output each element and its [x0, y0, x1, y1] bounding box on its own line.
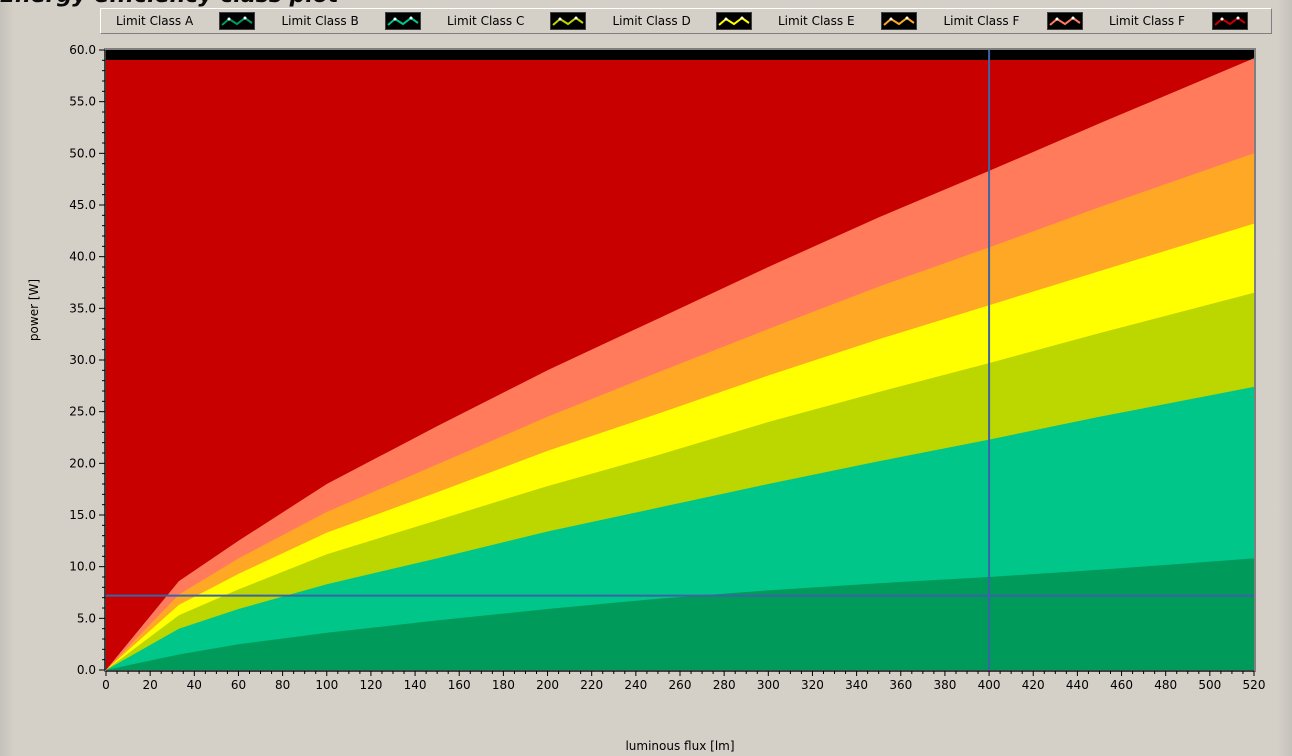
y-tick-label: 5.0	[77, 611, 96, 625]
x-axis-title: luminous flux [lm]	[625, 739, 734, 753]
window-title: Energy efficiency class plot	[0, 0, 339, 8]
x-tick-label: 260	[669, 678, 692, 692]
y-axis-title: power [W]	[27, 279, 41, 341]
series-area-1	[106, 558, 1254, 670]
x-tick-label: 480	[1154, 678, 1177, 692]
y-tick-label: 35.0	[69, 301, 96, 315]
legend-label: Limit Class F	[1109, 14, 1185, 28]
x-tick-label: 440	[1066, 678, 1089, 692]
x-tick-label: 0	[102, 678, 110, 692]
x-tick-label: 360	[889, 678, 912, 692]
x-tick-label: 20	[143, 678, 158, 692]
x-tick-label: 320	[801, 678, 824, 692]
legend-label: Limit Class B	[281, 14, 359, 28]
x-tick-label: 60	[231, 678, 246, 692]
x-tick-label: 340	[845, 678, 868, 692]
legend-swatch-icon[interactable]	[1046, 12, 1083, 30]
legend-swatch-icon[interactable]	[550, 12, 586, 30]
x-tick-label: 500	[1198, 678, 1221, 692]
y-tick-label: 20.0	[69, 456, 96, 470]
legend-item[interactable]: Limit Class D	[613, 9, 763, 33]
x-tick-label: 140	[404, 678, 427, 692]
y-tick-label: 30.0	[69, 353, 96, 367]
y-tick-label: 50.0	[69, 146, 96, 160]
x-tick-label: 100	[315, 678, 338, 692]
y-tick-label: 0.0	[77, 663, 96, 677]
legend-item[interactable]: Limit Class F	[944, 9, 1094, 33]
legend-label: Limit Class F	[943, 14, 1020, 28]
x-tick-label: 80	[275, 678, 290, 692]
y-tick-label: 15.0	[69, 508, 96, 522]
plot-legend[interactable]: Limit Class A Limit Class B Limit Class C L…	[100, 8, 1272, 34]
legend-item[interactable]: Limit Class E	[778, 9, 928, 33]
legend-label: Limit Class E	[778, 14, 855, 28]
legend-label: Limit Class C	[447, 14, 525, 28]
x-tick-label: 160	[448, 678, 471, 692]
legend-item[interactable]: Limit Class A	[116, 9, 266, 33]
x-tick-label: 520	[1243, 678, 1266, 692]
legend-swatch-icon[interactable]	[715, 12, 752, 30]
legend-item[interactable]: Limit Class C	[447, 9, 597, 33]
x-tick-label: 300	[757, 678, 780, 692]
legend-swatch-icon[interactable]	[384, 12, 421, 30]
x-tick-label: 420	[1022, 678, 1045, 692]
x-tick-label: 280	[713, 678, 736, 692]
x-tick-label: 120	[359, 678, 382, 692]
legend-label: Limit Class A	[116, 14, 194, 28]
y-tick-label: 10.0	[69, 560, 96, 574]
y-tick-label: 60.0	[69, 43, 96, 57]
x-tick-label: 460	[1110, 678, 1133, 692]
legend-swatch-icon[interactable]	[1212, 12, 1248, 30]
x-tick-label: 380	[933, 678, 956, 692]
y-tick-label: 25.0	[69, 405, 96, 419]
legend-item[interactable]: Limit Class F	[1109, 9, 1259, 33]
y-tick-label: 45.0	[69, 198, 96, 212]
plot-top-band	[106, 50, 1254, 60]
x-tick-label: 400	[978, 678, 1001, 692]
x-tick-label: 40	[187, 678, 202, 692]
legend-swatch-icon[interactable]	[219, 12, 255, 30]
legend-swatch-icon[interactable]	[881, 12, 917, 30]
legend-item[interactable]: Limit Class B	[282, 9, 432, 33]
legend-label: Limit Class D	[612, 14, 691, 28]
x-tick-label: 240	[624, 678, 647, 692]
x-tick-label: 200	[536, 678, 559, 692]
y-tick-label: 40.0	[69, 250, 96, 264]
x-tick-label: 180	[492, 678, 515, 692]
x-tick-label: 220	[580, 678, 603, 692]
y-tick-label: 55.0	[69, 95, 96, 109]
